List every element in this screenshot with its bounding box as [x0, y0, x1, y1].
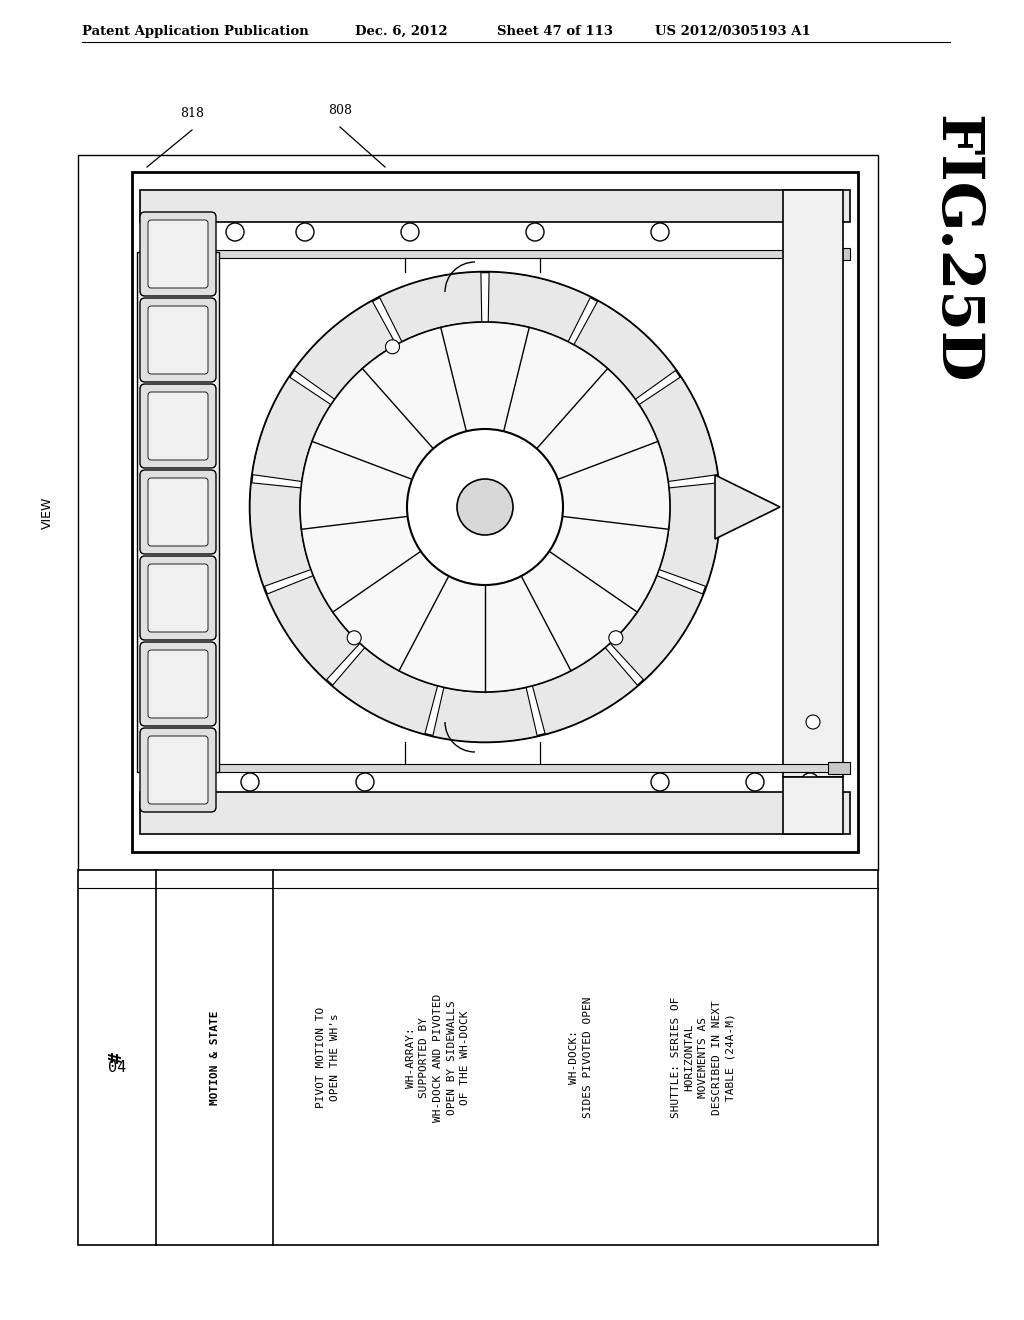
Text: 04: 04: [108, 1060, 126, 1074]
Circle shape: [296, 223, 314, 242]
Circle shape: [226, 223, 244, 242]
Text: MOTION & STATE: MOTION & STATE: [210, 1010, 219, 1105]
Circle shape: [241, 774, 259, 791]
FancyBboxPatch shape: [140, 642, 216, 726]
Text: WH-DOCK:
SIDES PIVOTED OPEN: WH-DOCK: SIDES PIVOTED OPEN: [569, 997, 593, 1118]
Bar: [160, 249, 830, 257]
FancyBboxPatch shape: [148, 649, 208, 718]
Text: WH-ARRAY:
SUPPORTED BY
WH-DOCK AND PIVOTED
OPEN BY SIDEWALLS
OF THE WH-DOCK: WH-ARRAY: SUPPORTED BY WH-DOCK AND PIVOT…: [406, 994, 470, 1122]
FancyBboxPatch shape: [148, 737, 208, 804]
Circle shape: [347, 631, 361, 644]
Polygon shape: [294, 301, 396, 399]
Circle shape: [385, 339, 399, 354]
Bar: [137, 252, 219, 772]
Circle shape: [806, 715, 820, 729]
Circle shape: [801, 774, 819, 791]
FancyBboxPatch shape: [148, 220, 208, 288]
Bar: [783, 777, 843, 834]
Polygon shape: [267, 576, 359, 680]
Polygon shape: [532, 648, 638, 734]
Circle shape: [356, 774, 374, 791]
Text: #: #: [108, 1052, 126, 1063]
Polygon shape: [433, 688, 538, 742]
Bar: [828, 248, 850, 260]
FancyBboxPatch shape: [140, 470, 216, 554]
Bar: [132, 172, 858, 851]
FancyBboxPatch shape: [140, 298, 216, 381]
Text: FIG.25D: FIG.25D: [927, 115, 983, 384]
Circle shape: [746, 774, 764, 791]
Circle shape: [166, 774, 184, 791]
Bar: [140, 248, 162, 260]
Polygon shape: [573, 301, 676, 399]
Text: Dec. 6, 2012: Dec. 6, 2012: [355, 25, 447, 38]
Text: SHUTTLE: SERIES OF
HORIZONTAL
MOVEMENTS AS
DESCRIBED IN NEXT
TABLE (24A-M): SHUTTLE: SERIES OF HORIZONTAL MOVEMENTS …: [671, 997, 735, 1118]
Bar: [140, 190, 850, 222]
Text: Patent Application Publication: Patent Application Publication: [82, 25, 309, 38]
Bar: [828, 762, 850, 774]
FancyBboxPatch shape: [148, 306, 208, 374]
Text: VIEW: VIEW: [41, 496, 53, 529]
Text: Sheet 47 of 113: Sheet 47 of 113: [497, 25, 613, 38]
Circle shape: [300, 322, 670, 692]
Polygon shape: [610, 576, 703, 680]
Circle shape: [526, 223, 544, 242]
Bar: [78, 870, 878, 1245]
Text: 808: 808: [328, 104, 352, 117]
Polygon shape: [332, 648, 437, 734]
FancyBboxPatch shape: [148, 478, 208, 546]
Bar: [140, 762, 162, 774]
Polygon shape: [488, 272, 591, 342]
Circle shape: [651, 223, 669, 242]
FancyBboxPatch shape: [140, 729, 216, 812]
Circle shape: [651, 774, 669, 791]
Bar: [783, 190, 843, 777]
FancyBboxPatch shape: [148, 392, 208, 459]
Bar: [160, 764, 830, 772]
Circle shape: [457, 479, 513, 535]
FancyBboxPatch shape: [140, 556, 216, 640]
Bar: [140, 792, 850, 834]
FancyBboxPatch shape: [148, 564, 208, 632]
Circle shape: [791, 223, 809, 242]
Text: PIVOT MOTION TO
OPEN THE WH's: PIVOT MOTION TO OPEN THE WH's: [316, 1007, 340, 1107]
FancyBboxPatch shape: [140, 213, 216, 296]
Polygon shape: [252, 378, 331, 482]
Text: 818: 818: [180, 107, 204, 120]
FancyBboxPatch shape: [140, 384, 216, 469]
Circle shape: [250, 272, 720, 742]
Polygon shape: [639, 378, 718, 482]
Circle shape: [401, 223, 419, 242]
Circle shape: [407, 429, 563, 585]
Circle shape: [166, 223, 184, 242]
Polygon shape: [659, 483, 720, 586]
Text: US 2012/0305193 A1: US 2012/0305193 A1: [655, 25, 811, 38]
Bar: [78, 154, 878, 870]
Polygon shape: [250, 483, 311, 586]
Polygon shape: [380, 272, 481, 342]
Circle shape: [609, 631, 623, 644]
Polygon shape: [715, 475, 780, 539]
